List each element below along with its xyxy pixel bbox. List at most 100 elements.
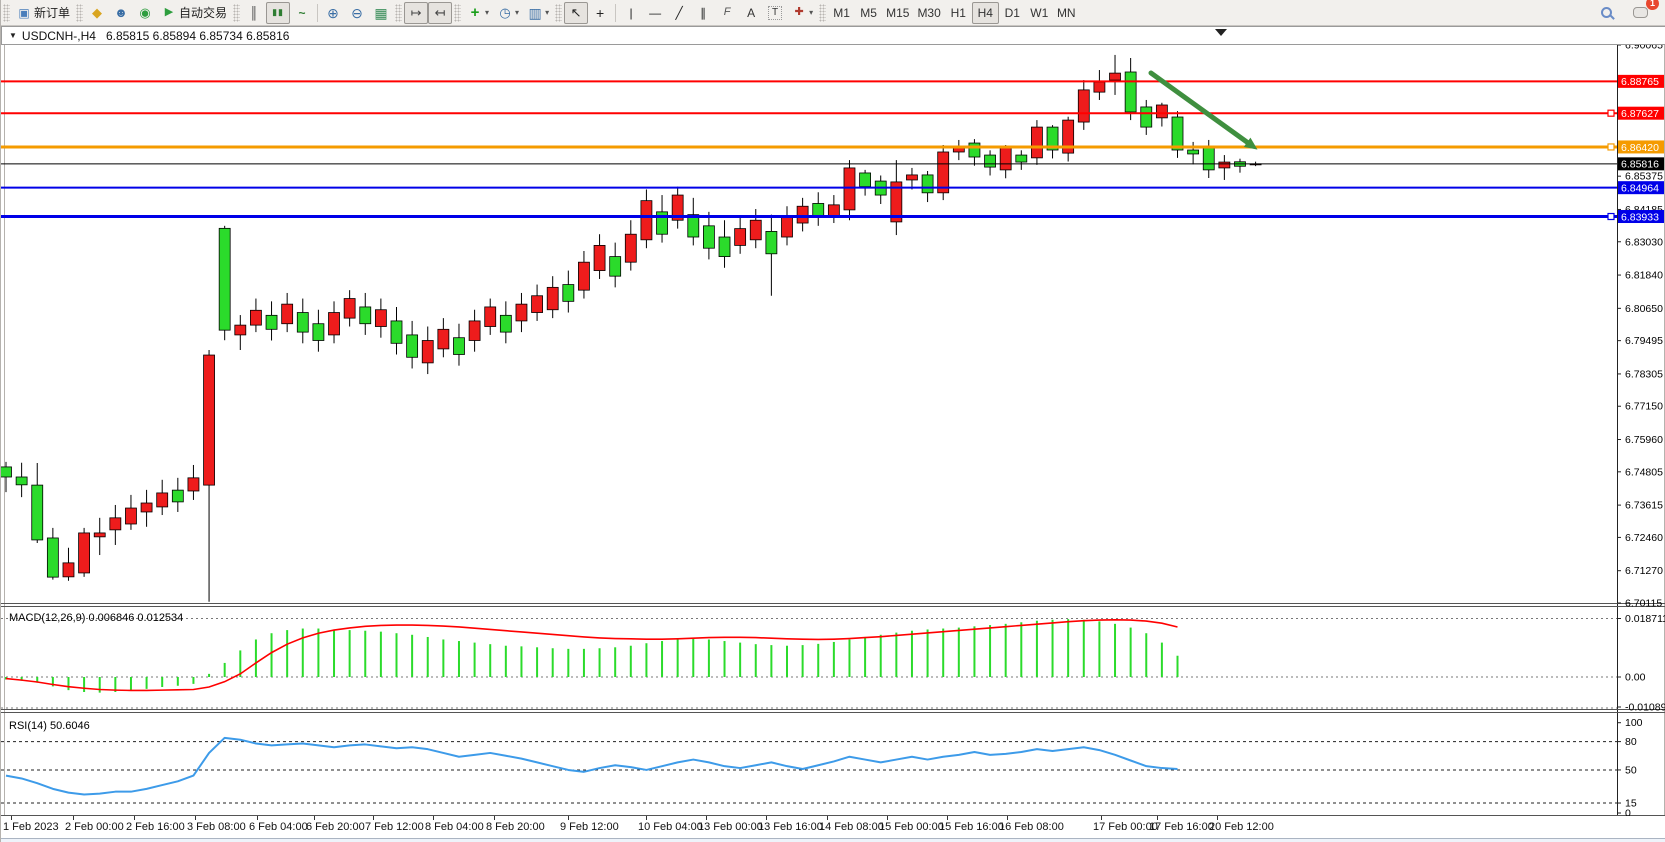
toolbar-grip[interactable] bbox=[76, 3, 84, 22]
candle-body bbox=[718, 236, 731, 257]
cursor-button[interactable] bbox=[564, 1, 589, 24]
time-axis[interactable]: 1 Feb 2023 2 Feb 00:00 2 Feb 16:00 3 Feb 08… bbox=[1, 816, 1665, 838]
candle-body bbox=[499, 314, 512, 333]
candle-body bbox=[453, 337, 465, 355]
fibonacci-button[interactable] bbox=[715, 2, 739, 24]
timeframe-m5[interactable]: M5 bbox=[855, 2, 882, 24]
toolbar-grip[interactable] bbox=[395, 3, 403, 22]
rsi-panel[interactable]: 100 80 50 150 RSI(14) 50.6046 bbox=[1, 717, 1643, 820]
candle-body bbox=[374, 309, 387, 327]
gold-button[interactable] bbox=[85, 2, 109, 24]
price-tick-label: 6.75960 bbox=[1625, 434, 1663, 446]
candle-body bbox=[1171, 116, 1184, 151]
search-button[interactable] bbox=[1594, 2, 1618, 24]
zoom-in-icon bbox=[325, 5, 341, 21]
arrows-button[interactable]: ▾ bbox=[787, 2, 817, 24]
macd-panel[interactable]: 0.018711 0.00 -0.010896 MACD(12,26,9) 0.006… bbox=[1, 612, 1665, 714]
hline-objects[interactable] bbox=[1, 80, 1617, 221]
time-tick bbox=[1217, 816, 1218, 820]
chart-shift-button[interactable] bbox=[428, 1, 453, 24]
candle-body bbox=[671, 194, 684, 221]
fibo-icon bbox=[719, 5, 735, 21]
horizontal-line-button[interactable] bbox=[643, 2, 667, 24]
timeframe-mn[interactable]: MN bbox=[1053, 2, 1080, 24]
autoscroll-icon bbox=[408, 5, 424, 21]
timeframe-h1-label: H1 bbox=[950, 5, 966, 20]
text-t-icon bbox=[768, 5, 783, 20]
time-tick bbox=[494, 816, 495, 820]
line-handle[interactable] bbox=[1607, 143, 1615, 151]
timeframe-m1-label: M1 bbox=[833, 5, 850, 20]
channel-icon bbox=[695, 5, 711, 21]
timeframe-m15[interactable]: M15 bbox=[882, 2, 913, 24]
candle-body bbox=[140, 502, 153, 513]
tile-windows-button[interactable] bbox=[369, 2, 393, 24]
chart-shift-marker[interactable] bbox=[1215, 29, 1227, 36]
autotrade-button[interactable]: 自动交易 bbox=[157, 2, 231, 24]
chartshift-icon bbox=[432, 5, 448, 21]
periods-button[interactable]: ▾ bbox=[493, 2, 523, 24]
line-handle[interactable] bbox=[1607, 109, 1615, 117]
candle-body bbox=[859, 172, 871, 188]
candle-body bbox=[1015, 154, 1028, 163]
toolbar-grip[interactable] bbox=[555, 3, 563, 22]
price-badge-label: 6.86420 bbox=[1621, 142, 1659, 154]
toolbar-grip[interactable] bbox=[819, 3, 827, 22]
arrows-icon bbox=[791, 5, 807, 21]
bar-chart-button[interactable] bbox=[242, 2, 266, 24]
timeframe-h1[interactable]: H1 bbox=[945, 2, 972, 24]
price-badge-label: 6.83933 bbox=[1621, 211, 1659, 223]
zoom-out-icon bbox=[349, 5, 365, 21]
price-axis[interactable]: 6.900656.853756.841856.830306.818406.806… bbox=[1617, 40, 1664, 610]
candle-body bbox=[218, 227, 231, 331]
timeframe-w1[interactable]: W1 bbox=[1026, 2, 1053, 24]
chevron-down-icon[interactable]: ▾ bbox=[485, 8, 490, 17]
candle-body bbox=[281, 303, 294, 325]
toolbar-grip[interactable] bbox=[454, 3, 462, 22]
vertical-line-button[interactable] bbox=[619, 2, 643, 24]
zoom-out-button[interactable] bbox=[345, 2, 369, 24]
trend-arrow-annotation[interactable] bbox=[1148, 70, 1258, 150]
time-tick bbox=[1007, 816, 1008, 820]
candle-body bbox=[781, 217, 793, 238]
vline-icon bbox=[623, 5, 639, 21]
candle-body bbox=[937, 151, 950, 194]
candle-body bbox=[968, 142, 981, 158]
auto-scroll-button[interactable] bbox=[404, 1, 429, 24]
chat-button[interactable]: 1 bbox=[1628, 0, 1659, 24]
timeframe-h4[interactable]: H4 bbox=[971, 1, 999, 24]
indicators-button[interactable]: ▾ bbox=[463, 2, 493, 24]
crosshair-button[interactable] bbox=[588, 2, 612, 24]
text-button[interactable] bbox=[739, 2, 763, 24]
channel-button[interactable] bbox=[691, 2, 715, 24]
chevron-down-icon[interactable]: ▾ bbox=[545, 8, 550, 17]
signals-button[interactable] bbox=[133, 2, 157, 24]
candlestick-button[interactable] bbox=[266, 1, 291, 24]
chart-title-bar[interactable]: ▼ USDCNH-,H4 6.85815 6.85894 6.85734 6.8… bbox=[1, 26, 1665, 45]
line-handle[interactable] bbox=[1607, 212, 1615, 221]
new-order-button[interactable]: 新订单 bbox=[12, 2, 74, 24]
zoom-in-button[interactable] bbox=[321, 2, 345, 24]
time-axis-label: 16 Feb 08:00 bbox=[999, 821, 1064, 833]
price-tick-label: 6.71270 bbox=[1625, 565, 1663, 577]
line-chart-button[interactable] bbox=[290, 2, 314, 24]
label-button[interactable] bbox=[763, 2, 787, 24]
time-axis-label: 8 Feb 20:00 bbox=[486, 821, 545, 833]
templates-button[interactable]: ▾ bbox=[523, 2, 553, 24]
candles-layer bbox=[1, 54, 1262, 602]
timeframe-d1[interactable]: D1 bbox=[999, 2, 1026, 24]
toolbar-grip[interactable] bbox=[3, 3, 10, 22]
toolbar-grip[interactable] bbox=[233, 3, 241, 22]
macd-signal-line bbox=[5, 618, 1178, 692]
candle-body bbox=[359, 306, 372, 325]
chevron-down-icon[interactable]: ▾ bbox=[515, 8, 520, 17]
candle-body bbox=[546, 286, 559, 311]
timeframe-m1[interactable]: M1 bbox=[828, 2, 855, 24]
accounts-button[interactable] bbox=[109, 2, 133, 24]
collapse-icon[interactable]: ▼ bbox=[9, 31, 17, 40]
chevron-down-icon[interactable]: ▾ bbox=[809, 8, 814, 17]
timeframe-m5-label: M5 bbox=[860, 5, 877, 20]
trendline-button[interactable] bbox=[667, 2, 691, 24]
timeframe-m30[interactable]: M30 bbox=[913, 2, 944, 24]
